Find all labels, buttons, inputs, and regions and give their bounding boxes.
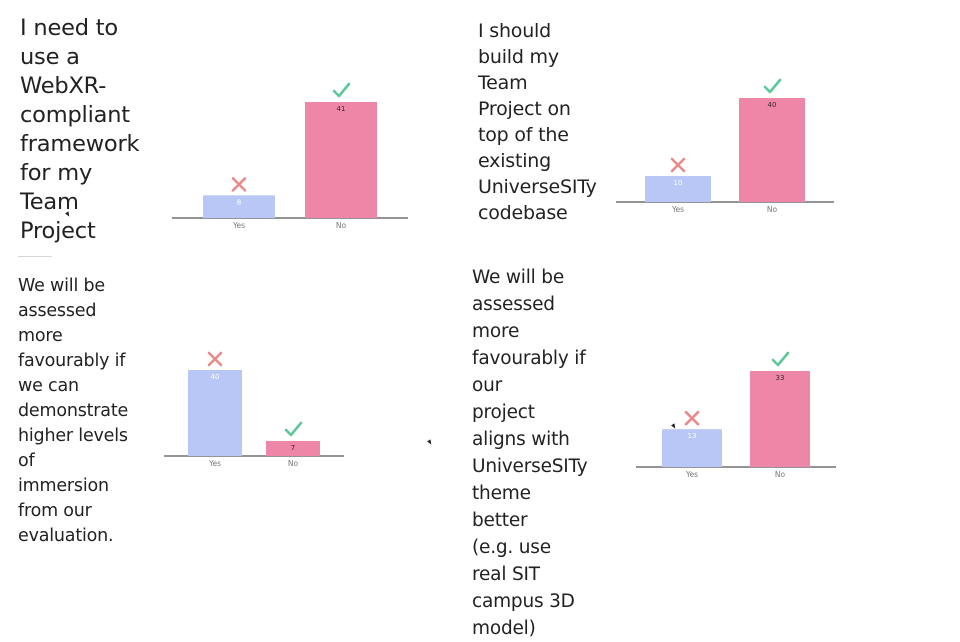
bar-value-label: 10 xyxy=(674,179,683,187)
check-icon xyxy=(332,82,351,98)
x-tick-label: Yes xyxy=(208,459,221,468)
bar-value-label: 40 xyxy=(768,101,777,109)
poll-chart-3: 40 Yes 7 No xyxy=(164,351,344,468)
bar-no xyxy=(739,98,805,202)
x-tick-label: No xyxy=(336,221,347,230)
poll-chart-1: 8 Yes 41 No xyxy=(172,82,408,230)
check-icon xyxy=(284,421,303,437)
x-tick-label: No xyxy=(775,470,786,479)
mouse-cursor-icon xyxy=(427,439,433,446)
bar-no xyxy=(266,440,320,456)
poll-chart-2: 10 Yes 40 No xyxy=(616,78,834,214)
x-tick-label: Yes xyxy=(232,221,245,230)
cross-icon xyxy=(231,177,247,192)
bar-yes xyxy=(662,429,722,467)
check-icon xyxy=(763,78,782,94)
poll-question-4: We will be assessed more favourably if o… xyxy=(472,267,588,639)
poll-question-3: We will be assessed more favourably if w… xyxy=(18,276,129,546)
cross-icon xyxy=(684,410,700,426)
bar-yes xyxy=(645,176,711,202)
bar-value-label: 40 xyxy=(211,373,220,381)
bar-value-label: 7 xyxy=(291,444,295,452)
cross-icon xyxy=(670,157,686,173)
bar-value-label: 41 xyxy=(337,105,346,113)
bar-value-label: 13 xyxy=(688,432,697,440)
cross-icon xyxy=(207,351,223,367)
divider-line xyxy=(18,256,52,257)
bar-value-label: 8 xyxy=(237,198,241,206)
bar-no xyxy=(305,102,377,218)
check-icon xyxy=(771,351,790,367)
bar-value-label: 33 xyxy=(776,374,785,382)
poll-question-2: I should build my Team Project on top of… xyxy=(478,20,597,224)
x-tick-label: Yes xyxy=(671,205,684,214)
x-tick-label: No xyxy=(288,459,299,468)
bar-no xyxy=(750,371,810,467)
x-tick-label: Yes xyxy=(685,470,698,479)
x-tick-label: No xyxy=(767,205,778,214)
poll-question-1: I need to use a WebXR-compliant framewor… xyxy=(20,15,140,244)
bar-yes xyxy=(188,370,242,456)
poll-chart-4: 13 Yes 33 No xyxy=(636,351,836,479)
bar-yes xyxy=(203,195,275,218)
